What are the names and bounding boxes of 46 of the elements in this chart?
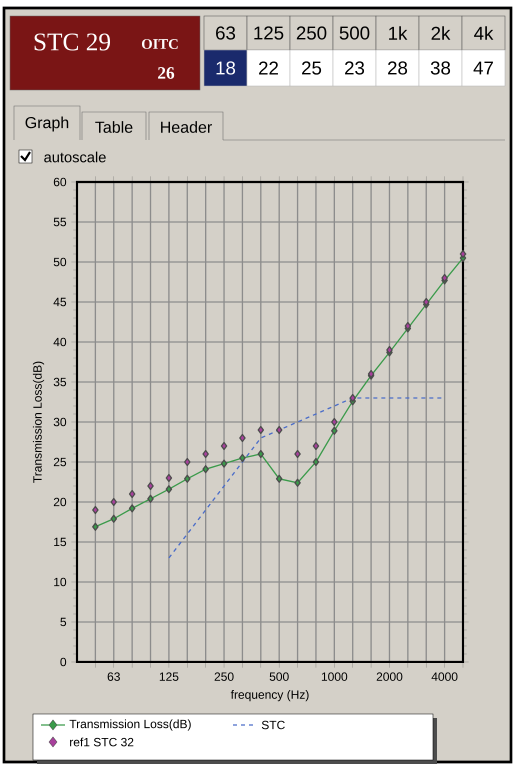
text: 28 (388, 61, 408, 75)
text: Graph (26, 116, 68, 132)
y-tick-label: 35 (54, 378, 66, 386)
y-tick-label: 20 (54, 498, 66, 506)
text: 38 (430, 61, 450, 75)
y-tick-label: 25 (54, 458, 66, 466)
legend-label: ref1 STC 32 (70, 738, 134, 746)
text: 63 (216, 26, 236, 40)
text: STC 29 (34, 33, 110, 51)
y-tick-label: 5 (60, 618, 66, 626)
text: 500 (340, 26, 370, 40)
text: OITC (142, 39, 178, 49)
text: autoscale (44, 152, 106, 162)
text: 250 (296, 26, 326, 40)
x-tick-label: 63 (108, 672, 120, 681)
y-tick-label: 55 (54, 218, 66, 226)
legend-label: STC (262, 720, 285, 730)
text: 2k (432, 26, 450, 40)
y-tick-label: 30 (54, 418, 66, 426)
text: Table (95, 121, 132, 133)
text: 26 (158, 67, 174, 79)
y-axis-title: Transmission Loss(dB) (32, 362, 44, 483)
x-tick-label: 2000 (376, 672, 402, 681)
y-tick-label: 60 (54, 178, 66, 186)
y-tick-label: 40 (54, 338, 66, 346)
x-tick-label: 4000 (432, 672, 458, 681)
x-tick-label: 250 (214, 672, 234, 681)
x-tick-label: 125 (160, 672, 178, 681)
y-tick-label: 50 (54, 258, 66, 266)
x-tick-label: 500 (270, 672, 289, 681)
y-tick-label: 10 (54, 578, 66, 586)
text: 125 (254, 26, 284, 40)
y-tick-label: 45 (54, 298, 66, 306)
x-axis-title: frequency (Hz) (230, 690, 309, 702)
text: Header (161, 121, 212, 133)
text: 1k (389, 26, 408, 40)
text: 22 (259, 61, 278, 75)
x-tick-label: 1000 (322, 672, 348, 681)
text: 18 (216, 61, 236, 75)
text: 4k (474, 26, 494, 40)
text: 47 (474, 62, 493, 74)
y-tick-label: 0 (60, 658, 66, 666)
legend-label: Transmission Loss(dB) (70, 719, 191, 731)
text: 23 (345, 61, 364, 75)
y-tick-label: 15 (54, 538, 66, 546)
text: 25 (302, 61, 322, 75)
